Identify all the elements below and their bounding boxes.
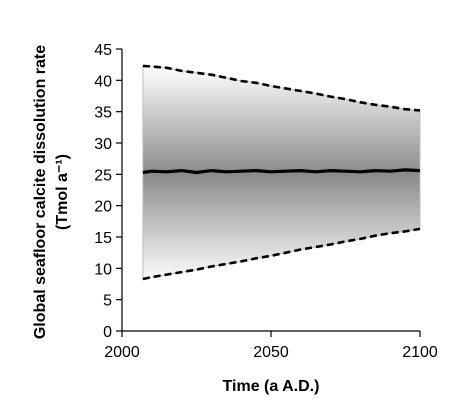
central-estimate-line bbox=[142, 168, 421, 175]
y-tick-label-15: 15 bbox=[94, 230, 112, 247]
y-tick-label-30: 30 bbox=[94, 136, 112, 153]
x-axis-title: Time (a A.D.) bbox=[223, 378, 320, 395]
x-tick-label-2050: 2050 bbox=[253, 344, 289, 361]
y-tick-label-0: 0 bbox=[103, 324, 112, 341]
series-layer bbox=[142, 64, 421, 281]
bound-dashed-line-2 bbox=[142, 227, 421, 281]
y-axis-title-line2: (Tmol a⁻¹) bbox=[54, 154, 71, 230]
y-tick-label-5: 5 bbox=[103, 293, 112, 310]
y-tick-label-25: 25 bbox=[94, 167, 112, 184]
y-axis-title: Global seafloor calcite dissolution rate… bbox=[32, 45, 71, 339]
y-tick-label-10: 10 bbox=[94, 261, 112, 278]
y-ticks: 0 5 10 15 20 25 30 35 40 45 bbox=[94, 42, 122, 341]
y-tick-label-45: 45 bbox=[94, 42, 112, 59]
bound-dashed-line-1 bbox=[142, 64, 421, 112]
x-tick-label-2100: 2100 bbox=[402, 344, 438, 361]
y-tick-label-20: 20 bbox=[94, 199, 112, 216]
y-tick-label-40: 40 bbox=[94, 73, 112, 90]
y-tick-label-35: 35 bbox=[94, 105, 112, 122]
x-ticks: 2000 2050 2100 bbox=[104, 331, 438, 361]
y-axis-title-line1: Global seafloor calcite dissolution rate bbox=[32, 45, 49, 339]
x-tick-label-2000: 2000 bbox=[104, 344, 140, 361]
